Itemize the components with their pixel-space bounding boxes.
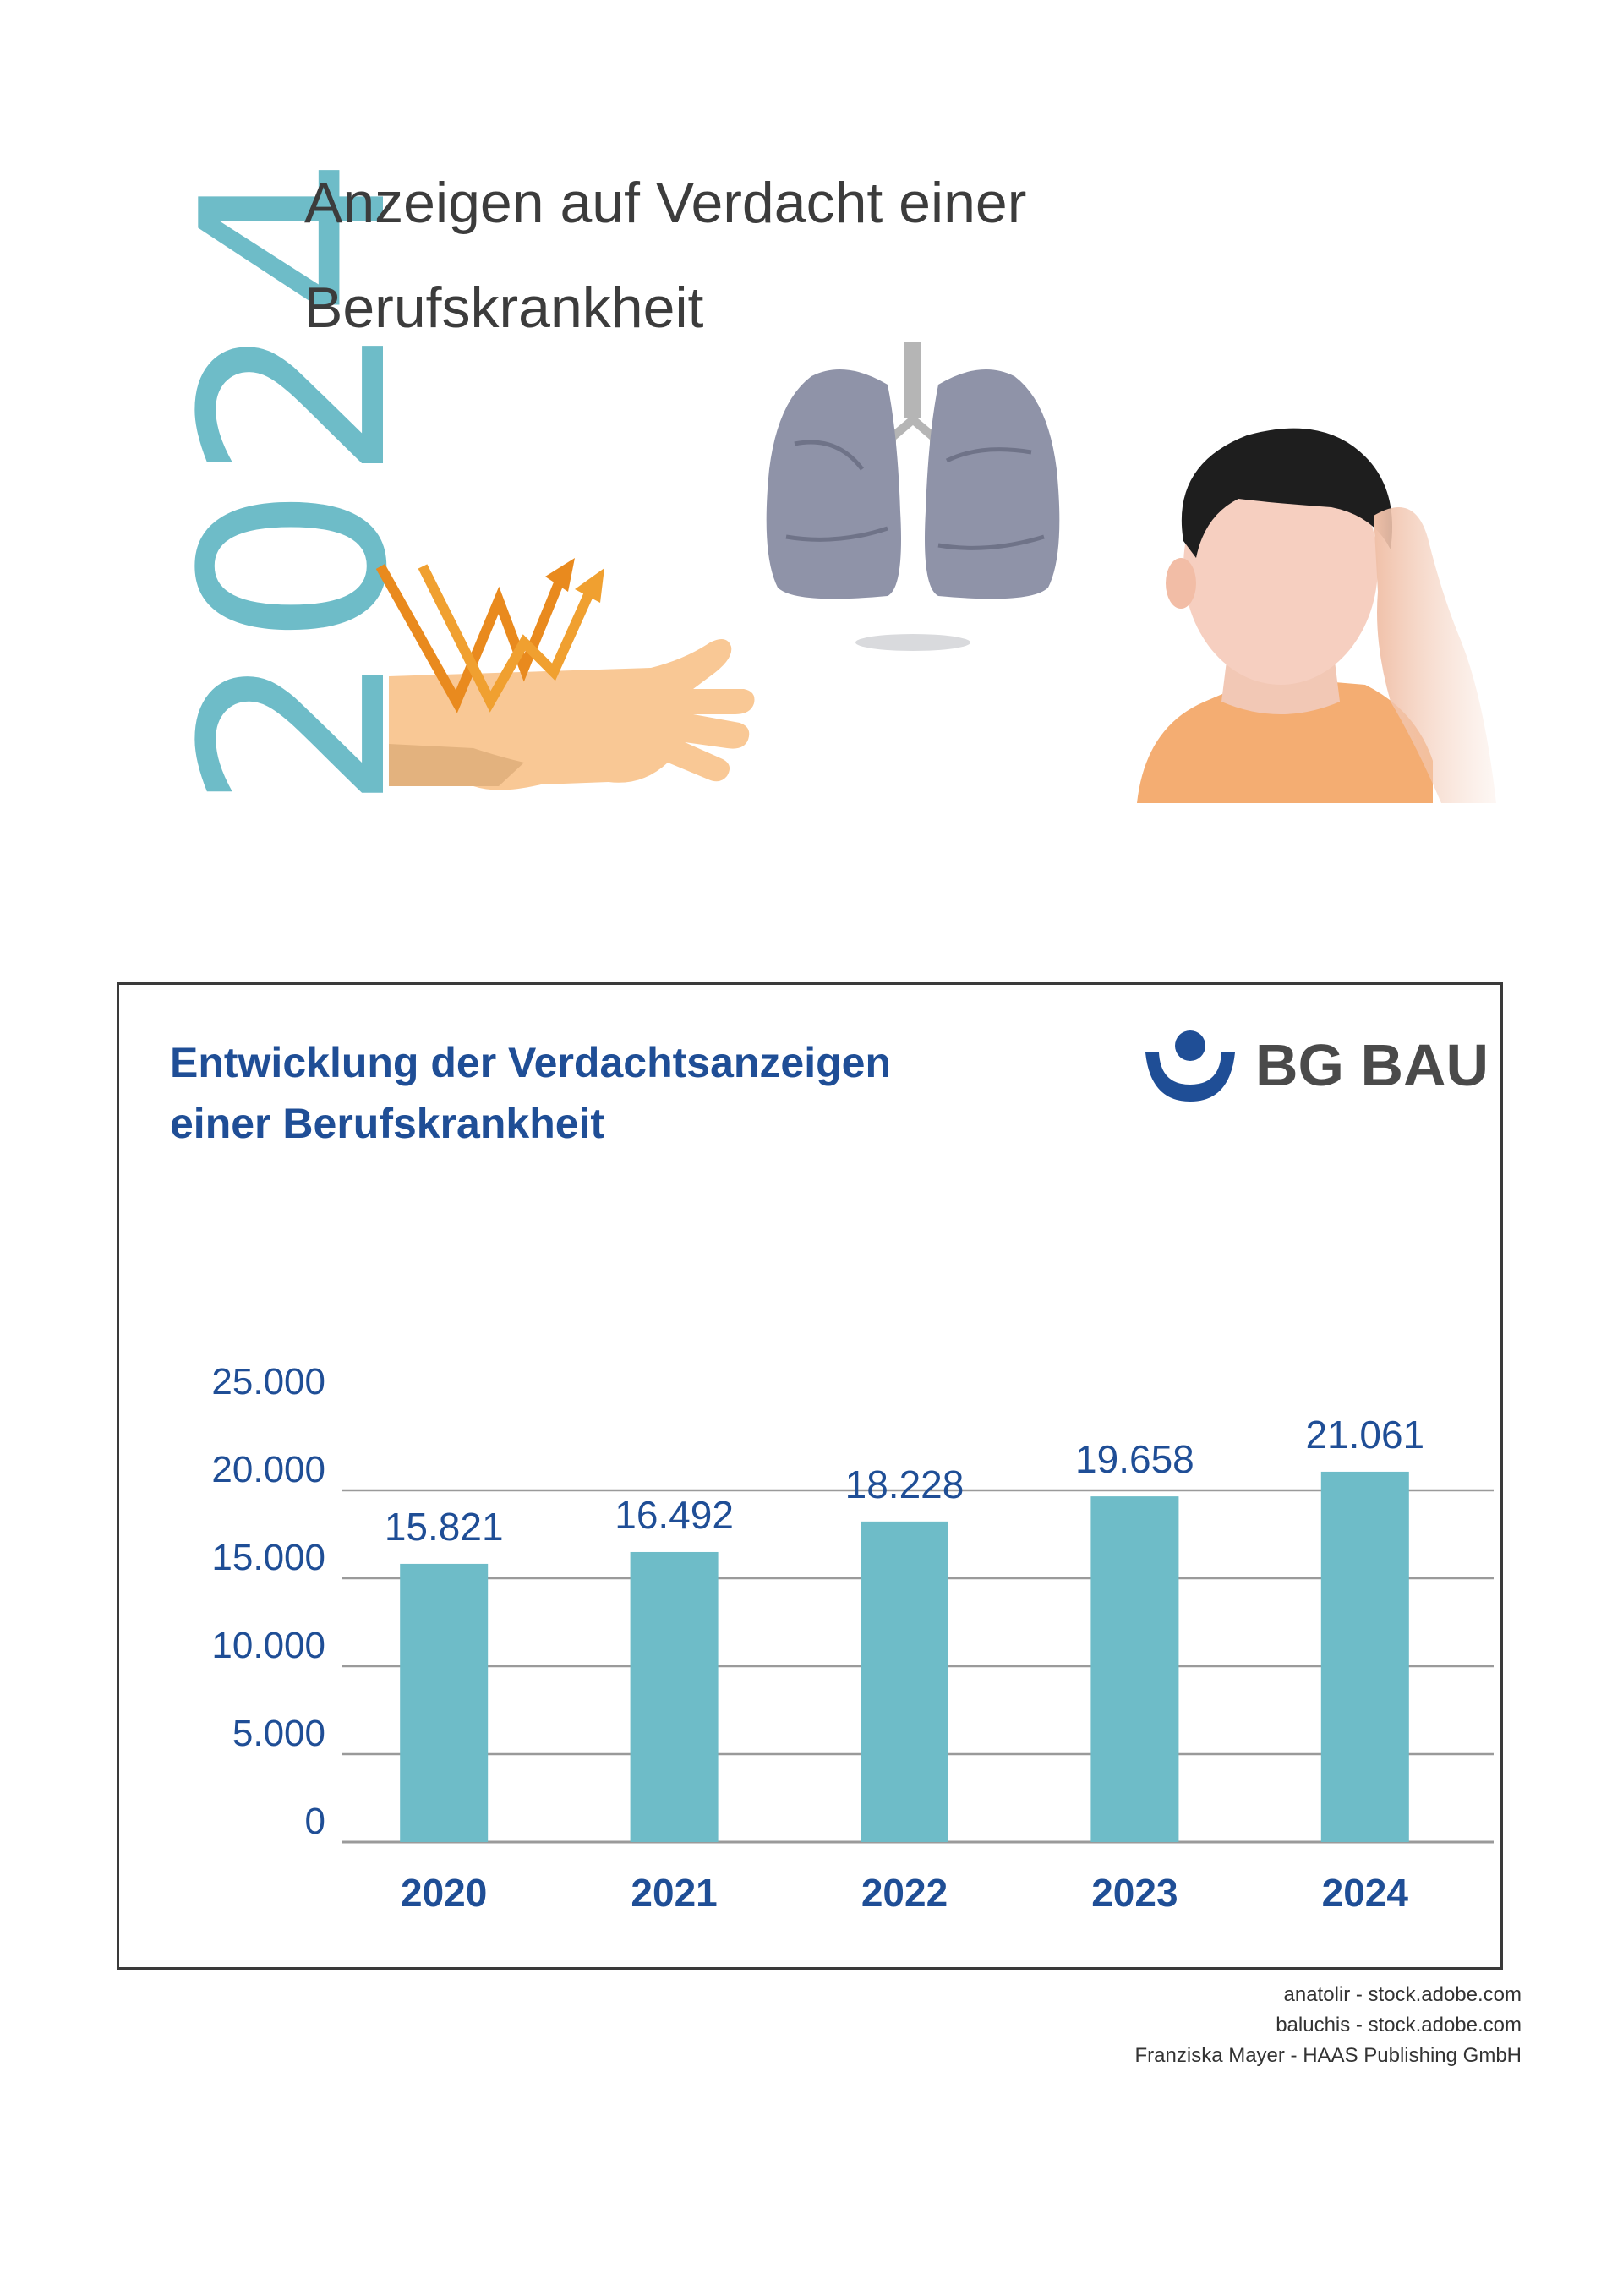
chart-title: Entwicklung der Verdachtsanzeigen einer … — [170, 1032, 1015, 1154]
bar — [400, 1563, 489, 1842]
y-tick-label: 5.000 — [232, 1713, 325, 1754]
chart-panel: Entwicklung der Verdachtsanzeigen einer … — [117, 982, 1503, 1970]
y-tick-label: 20.000 — [211, 1449, 325, 1490]
credit-line: anatolir - stock.adobe.com — [1283, 1983, 1522, 2006]
hand-with-vibration-arrows-icon — [375, 558, 755, 790]
data-label: 21.061 — [1305, 1413, 1424, 1457]
y-tick-label: 10.000 — [211, 1625, 325, 1666]
y-tick-label: 15.000 — [211, 1537, 325, 1578]
y-tick-label: 25.000 — [211, 1361, 325, 1402]
bg-bau-emblem-icon — [1145, 1030, 1235, 1102]
page-title: Anzeigen auf Verdacht einer Berufskrankh… — [304, 150, 1234, 360]
x-tick-label: 2023 — [1091, 1871, 1178, 1915]
data-label: 16.492 — [615, 1493, 734, 1537]
person-listening-icon — [1137, 428, 1496, 803]
logo-text: BG BAU — [1255, 1032, 1489, 1098]
data-label: 15.821 — [385, 1505, 504, 1549]
image-credits: anatolir - stock.adobe.com baluchis - st… — [1135, 1980, 1522, 2071]
y-tick-label: 0 — [305, 1801, 325, 1842]
bar — [630, 1551, 719, 1842]
bar — [1090, 1496, 1179, 1842]
chart-title-line1: Entwicklung der Verdachtsanzeigen — [170, 1039, 892, 1086]
x-tick-label: 2024 — [1322, 1871, 1409, 1915]
page-title-line2: Berufskrankheit — [304, 276, 704, 340]
bar-chart: 0 5.000 10.000 15.000 20.000 25.000 15.821 2020… — [211, 1361, 1494, 1915]
bar — [861, 1521, 948, 1842]
page-title-line1: Anzeigen auf Verdacht einer — [304, 171, 1027, 235]
chart-title-line2: einer Berufskrankheit — [170, 1100, 605, 1147]
credit-line: baluchis - stock.adobe.com — [1276, 2014, 1522, 2036]
data-label: 19.658 — [1075, 1437, 1194, 1481]
lungs-icon — [766, 342, 1060, 651]
x-tick-label: 2021 — [631, 1871, 717, 1915]
bg-bau-logo: BG BAU — [1144, 1027, 1489, 1103]
x-tick-label: 2020 — [401, 1871, 487, 1915]
credit-line: Franziska Mayer - HAAS Publishing GmbH — [1134, 2044, 1522, 2067]
data-label: 18.228 — [845, 1462, 965, 1506]
bar — [1320, 1471, 1409, 1842]
x-tick-label: 2022 — [861, 1871, 948, 1915]
